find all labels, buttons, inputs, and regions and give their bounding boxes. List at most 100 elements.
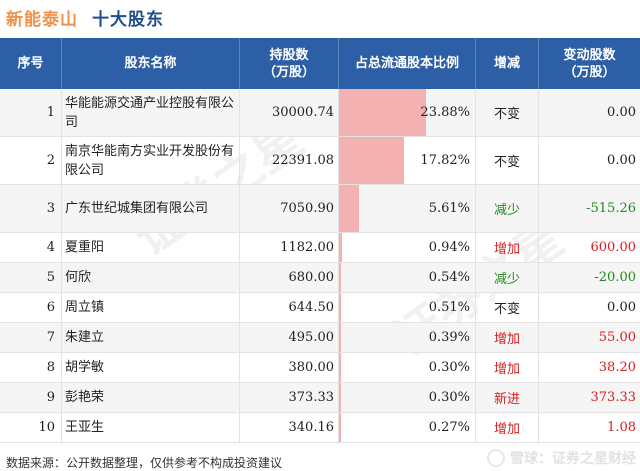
pct-cell: 0.30% xyxy=(339,353,476,382)
pct-bar xyxy=(339,233,343,262)
pct-value: 0.54% xyxy=(428,270,470,285)
company-title: 新能泰山 xyxy=(6,9,78,30)
header-name: 股东名称 xyxy=(62,38,240,89)
row-number: 9 xyxy=(0,383,62,412)
shareholder-name: 胡学敏 xyxy=(62,353,240,382)
data-source-note: 数据来源：公开数据整理，仅供参考不构成投资建议 xyxy=(6,456,283,470)
change-amount: 0.00 xyxy=(607,153,636,168)
pct-value: 0.94% xyxy=(428,240,470,255)
pct-value: 0.39% xyxy=(428,330,470,345)
header-pct: 占总流通股本比例 xyxy=(339,38,476,89)
holding-value: 680.00 xyxy=(240,263,339,292)
change-status: 不变 xyxy=(476,293,539,322)
holding-value: 644.50 xyxy=(240,293,339,322)
table-row: 4 夏重阳 1182.00 0.94% 增加 600.00 xyxy=(0,233,640,263)
table-row: 9 彭艳荣 373.33 0.30% 新进 373.33 xyxy=(0,383,640,413)
shareholder-name: 广东世纪城集团有限公司 xyxy=(62,185,240,232)
change-amount: 0.00 xyxy=(607,300,636,315)
pct-bar xyxy=(339,413,341,442)
pct-cell: 0.30% xyxy=(339,383,476,412)
shareholder-name: 何欣 xyxy=(62,263,240,292)
shareholder-name: 朱建立 xyxy=(62,323,240,352)
header-change-amt: 变动股数 （万股） xyxy=(563,47,616,80)
pct-bar xyxy=(339,137,404,184)
pct-bar xyxy=(339,293,341,322)
table-row: 5 何欣 680.00 0.54% 减少 -20.00 xyxy=(0,263,640,293)
title-bar: 新能泰山 十大股东 xyxy=(6,4,164,30)
shareholder-name: 周立镇 xyxy=(62,293,240,322)
pct-value: 0.30% xyxy=(428,360,470,375)
row-number: 5 xyxy=(0,263,62,292)
row-number: 1 xyxy=(0,89,62,136)
table-row: 2 南京华能南方实业开发股份有限公司 22391.08 17.82% 不变 0.00 xyxy=(0,137,640,185)
table-row: 7 朱建立 495.00 0.39% 增加 55.00 xyxy=(0,323,640,353)
pct-cell: 17.82% xyxy=(339,137,476,184)
row-number: 7 xyxy=(0,323,62,352)
row-number: 10 xyxy=(0,413,62,442)
change-status: 增加 xyxy=(476,233,539,262)
pct-bar xyxy=(339,89,426,136)
change-amount: 55.00 xyxy=(598,330,636,345)
header-change: 增减 xyxy=(476,38,539,89)
pct-value: 0.27% xyxy=(428,420,470,435)
table-row: 3 广东世纪城集团有限公司 7050.90 5.61% 减少 -515.26 xyxy=(0,185,640,233)
change-status: 减少 xyxy=(476,263,539,292)
shareholder-name: 夏重阳 xyxy=(62,233,240,262)
pct-cell: 0.54% xyxy=(339,263,476,292)
change-status: 增加 xyxy=(476,353,539,382)
pct-value: 0.30% xyxy=(428,390,470,405)
header-holding: 持股数 （万股） xyxy=(240,38,339,89)
row-number: 6 xyxy=(0,293,62,322)
change-amount: -20.00 xyxy=(594,270,636,285)
table-row: 10 王亚生 340.16 0.27% 增加 1.08 xyxy=(0,413,640,443)
holding-value: 380.00 xyxy=(240,353,339,382)
change-status: 不变 xyxy=(476,137,539,184)
pct-bar xyxy=(339,353,341,382)
change-status: 新进 xyxy=(476,383,539,412)
holding-value: 373.33 xyxy=(240,383,339,412)
pct-value: 0.51% xyxy=(428,300,470,315)
change-status: 不变 xyxy=(476,89,539,136)
pct-bar xyxy=(339,185,360,232)
pct-bar xyxy=(339,263,341,292)
holding-value: 495.00 xyxy=(240,323,339,352)
row-number: 8 xyxy=(0,353,62,382)
shareholder-name: 王亚生 xyxy=(62,413,240,442)
pct-bar xyxy=(339,383,341,412)
brand-mark: 雪球：证券之星财经 xyxy=(487,448,636,468)
header-no: 序号 xyxy=(0,38,62,89)
holding-value: 30000.74 xyxy=(240,89,339,136)
change-amount: 600.00 xyxy=(590,240,637,255)
pct-cell: 0.94% xyxy=(339,233,476,262)
holding-value: 1182.00 xyxy=(240,233,339,262)
brand-text: 雪球：证券之星财经 xyxy=(510,451,636,467)
pct-bar xyxy=(339,323,341,352)
table-header: 序号 股东名称 持股数 （万股） 占总流通股本比例 增减 变动股数 （万股） xyxy=(0,38,640,89)
table-row: 1 华能能源交通产业控股有限公司 30000.74 23.88% 不变 0.00 xyxy=(0,89,640,137)
section-title: 十大股东 xyxy=(92,9,164,30)
change-status: 增加 xyxy=(476,413,539,442)
change-amount: 38.20 xyxy=(598,360,636,375)
row-number: 4 xyxy=(0,233,62,262)
table-row: 6 周立镇 644.50 0.51% 不变 0.00 xyxy=(0,293,640,323)
shareholder-name: 南京华能南方实业开发股份有限公司 xyxy=(62,137,240,184)
pct-value: 23.88% xyxy=(420,105,470,120)
change-amount: 373.33 xyxy=(590,390,637,405)
pct-cell: 0.27% xyxy=(339,413,476,442)
shareholder-name: 华能能源交通产业控股有限公司 xyxy=(62,89,240,136)
change-amount: 1.08 xyxy=(607,420,636,435)
shareholder-name: 彭艳荣 xyxy=(62,383,240,412)
pct-cell: 23.88% xyxy=(339,89,476,136)
row-number: 3 xyxy=(0,185,62,232)
pct-cell: 0.51% xyxy=(339,293,476,322)
pct-cell: 0.39% xyxy=(339,323,476,352)
pct-value: 5.61% xyxy=(428,201,470,216)
snowball-logo-icon xyxy=(487,449,505,467)
holding-value: 340.16 xyxy=(240,413,339,442)
change-status: 增加 xyxy=(476,323,539,352)
holding-value: 7050.90 xyxy=(240,185,339,232)
row-number: 2 xyxy=(0,137,62,184)
pct-cell: 5.61% xyxy=(339,185,476,232)
change-amount: -515.26 xyxy=(586,201,636,216)
table-row: 8 胡学敏 380.00 0.30% 增加 38.20 xyxy=(0,353,640,383)
